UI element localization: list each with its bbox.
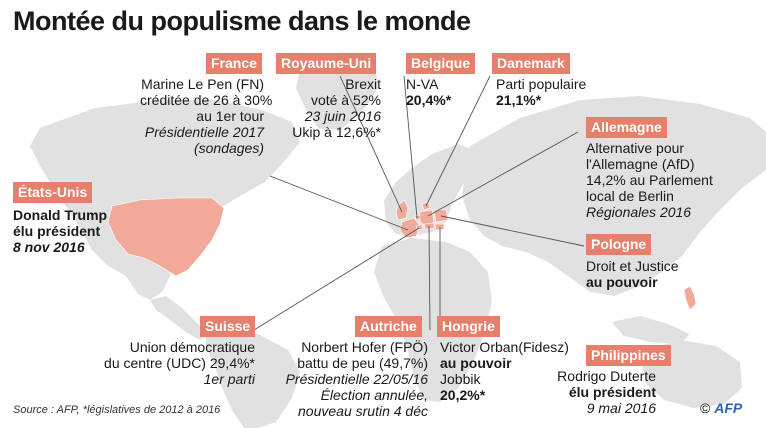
philippines-line-3: 9 mai 2016 — [586, 400, 656, 416]
leader-line-danemark — [425, 75, 491, 207]
autriche-line-5: nouveau srutin 4 déc — [298, 403, 428, 419]
south-america-shape — [206, 324, 300, 428]
pologne-line-2: au pouvoir — [586, 274, 658, 290]
leader-line-royaume-uni — [339, 75, 403, 213]
text-hongrie: Victor Orban(Fidesz) au pouvoir Jobbik 2… — [440, 339, 569, 403]
text-france: Marine Le Pen (FN) créditée de 26 à 30% … — [140, 76, 273, 156]
philippines-shape — [683, 285, 697, 311]
france-line-1: Marine Le Pen (FN) — [141, 76, 264, 92]
leader-line-france — [269, 175, 409, 231]
hungary-shape — [434, 223, 445, 231]
france-line-4: Présidentielle 2017 — [144, 124, 264, 140]
royaume-uni-line-1: Brexit — [345, 76, 381, 92]
text-belgique: N-VA 20,4%* — [406, 76, 451, 108]
source-note: Source : AFP, *législatives de 2012 à 20… — [13, 404, 221, 416]
text-royaume-uni: Brexit voté à 52% 23 juin 2016 Ukip à 12… — [276, 76, 381, 140]
leader-line-pologne — [440, 215, 585, 247]
royaume-uni-line-2: voté à 52% — [310, 92, 381, 108]
asia-shape — [462, 96, 766, 296]
leader-line-autriche — [428, 225, 431, 331]
pologne-line-1: Droit et Justice — [586, 258, 679, 274]
philippines-line-2: élu président — [568, 384, 656, 400]
france-line-3: au 1er tour — [196, 108, 264, 124]
autriche-line-3: Présidentielle 22/05/16 — [285, 371, 428, 387]
etats-unis-line-1: Donald Trump — [13, 207, 108, 223]
suisse-line-3: 1er parti — [203, 371, 255, 387]
text-etats-unis: Donald Trump élu président 8 nov 2016 — [13, 207, 107, 255]
africa-shape — [374, 238, 492, 402]
france-line-2: créditée de 26 à 30% — [140, 92, 273, 108]
tag-autriche: Autriche — [355, 316, 422, 337]
hongrie-line-4: 20,2%* — [440, 387, 486, 403]
tag-belgique: Belgique — [406, 53, 476, 74]
tag-danemark: Danemark — [492, 53, 570, 74]
autriche-line-2: battu de peu (49,7%) — [297, 355, 428, 371]
danemark-line-1: Parti populaire — [496, 76, 587, 92]
belgique-line-2: 20,4%* — [406, 92, 452, 108]
france-shape — [399, 217, 421, 239]
leader-line-allemagne — [427, 131, 579, 217]
text-pologne: Droit et Justice au pouvoir — [586, 258, 679, 290]
greenland-shape — [296, 58, 378, 130]
tag-suisse: Suisse — [200, 316, 256, 337]
tag-philippines: Philippines — [586, 345, 671, 366]
central-america-shape — [150, 296, 208, 340]
belgique-line-1: N-VA — [406, 76, 439, 92]
autriche-line-4: Élection annulée, — [320, 387, 428, 403]
etats-unis-line-2: élu président — [13, 223, 101, 239]
hongrie-line-3: Jobbik — [440, 371, 481, 387]
map-title: Montée du populisme dans le monde — [13, 6, 471, 36]
leader-line-belgique — [403, 75, 418, 219]
allemagne-line-2: l'Allemagne (AfD) — [586, 156, 695, 172]
hongrie-line-2: au pouvoir — [440, 355, 512, 371]
tag-allemagne: Allemagne — [586, 117, 667, 138]
suisse-line-2: du centre (UDC) 29,4%* — [104, 355, 255, 371]
text-danemark: Parti populaire 21,1%* — [496, 76, 586, 108]
allemagne-line-5: Régionales 2016 — [586, 204, 692, 220]
suisse-line-1: Union démocratique — [129, 339, 255, 355]
allemagne-line-3: 14,2% au Parlement — [586, 172, 713, 188]
text-suisse: Union démocratique du centre (UDC) 29,4%… — [90, 339, 255, 387]
tag-royaume-uni: Royaume-Uni — [276, 53, 377, 74]
text-philippines: Rodrigo Duterte élu président 9 mai 2016 — [540, 368, 656, 416]
tag-etats-unis: États-Unis — [13, 182, 93, 203]
tag-hongrie: Hongrie — [437, 316, 500, 337]
etats-unis-line-3: 8 nov 2016 — [13, 239, 85, 255]
copyright-symbol: © — [700, 400, 711, 416]
autriche-line-1: Norbert Hofer (FPÖ) — [301, 339, 428, 355]
usa-shape — [107, 197, 225, 277]
text-allemagne: Alternative pour l'Allemagne (AfD) 14,2%… — [586, 140, 713, 220]
hongrie-line-1: Victor Orban(Fidesz) — [440, 339, 569, 355]
france-line-5: (sondages) — [193, 140, 264, 156]
royaume-uni-line-4: Ukip à 12,6%* — [292, 124, 381, 140]
tag-pologne: Pologne — [586, 234, 652, 255]
philippines-line-1: Rodrigo Duterte — [557, 368, 656, 384]
allemagne-line-1: Alternative pour — [586, 140, 685, 156]
danemark-line-2: 21,1%* — [496, 92, 542, 108]
royaume-uni-line-3: 23 juin 2016 — [304, 108, 381, 124]
leader-line-suisse — [253, 227, 420, 331]
allemagne-line-4: local de Berlin — [586, 188, 674, 204]
tag-france: France — [206, 53, 262, 74]
credit: © AFP — [700, 400, 742, 416]
indonesia-shape — [612, 316, 690, 344]
afp-logo: AFP — [714, 400, 743, 416]
text-autriche: Norbert Hofer (FPÖ) battu de peu (49,7%)… — [268, 339, 428, 419]
